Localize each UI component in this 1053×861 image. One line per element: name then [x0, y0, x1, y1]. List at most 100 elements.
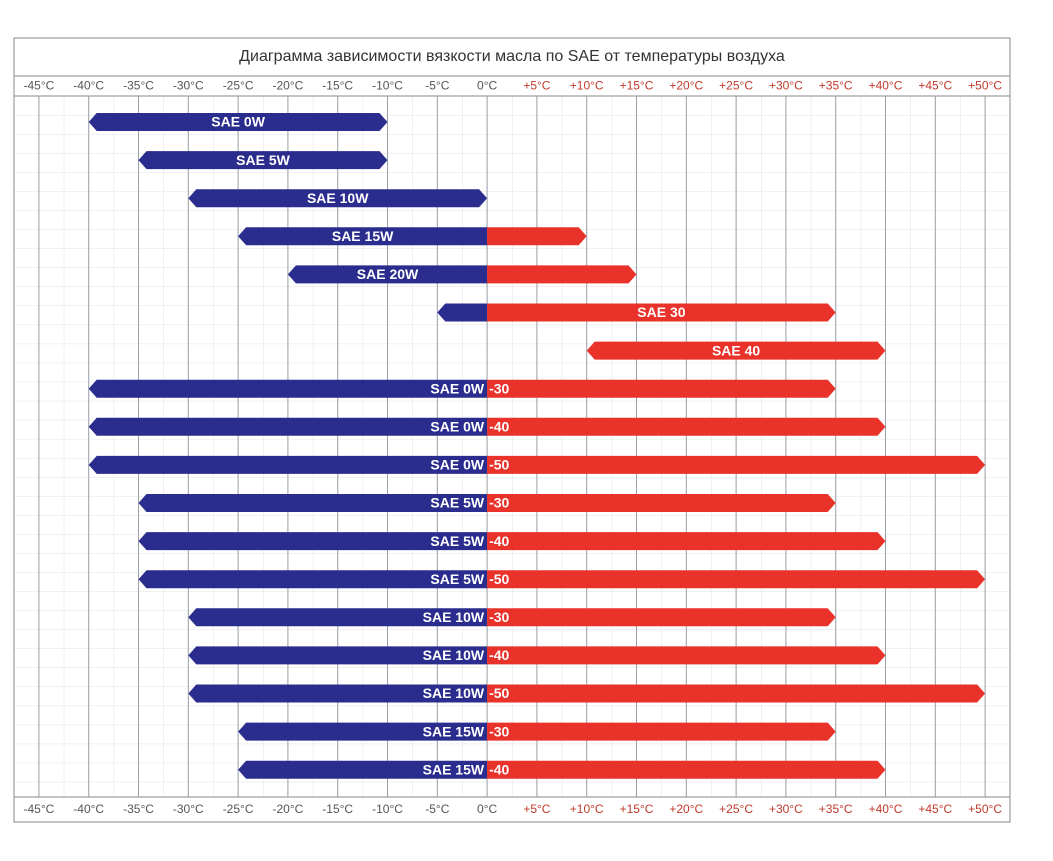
x-tick-label: -45°C	[23, 802, 54, 816]
bar-label: -50	[489, 571, 509, 587]
x-tick-label: +40°C	[869, 802, 903, 816]
bar-label: -50	[489, 685, 509, 701]
warm-bar	[487, 379, 836, 398]
cold-bar	[238, 760, 488, 779]
x-tick-label: +10°C	[570, 802, 604, 816]
x-tick-label: +30°C	[769, 79, 803, 93]
cold-bar	[188, 684, 488, 703]
cold-bar	[88, 455, 488, 474]
x-tick-label: +20°C	[669, 802, 703, 816]
x-tick-label: +25°C	[719, 802, 753, 816]
x-tick-label: 0°C	[477, 79, 497, 93]
x-tick-label: -40°C	[73, 802, 104, 816]
warm-bar	[487, 722, 836, 741]
minor-grid	[14, 96, 1010, 797]
warm-bar	[487, 646, 886, 665]
x-tick-label: -15°C	[322, 802, 353, 816]
cold-bar	[287, 265, 488, 284]
x-tick-label: +50°C	[968, 79, 1002, 93]
bar-label: SAE 15W	[332, 228, 394, 244]
x-tick-label: +25°C	[719, 79, 753, 93]
x-tick-label: +15°C	[620, 802, 654, 816]
warm-bar	[487, 303, 836, 322]
warm-bar	[487, 494, 836, 512]
bar-label: -30	[489, 495, 509, 511]
cold-bar	[138, 570, 488, 589]
x-tick-label: -10°C	[372, 79, 403, 93]
x-tick-label: -30°C	[173, 79, 204, 93]
bar-label: -40	[489, 419, 509, 435]
cold-bar	[88, 379, 488, 398]
x-tick-label: +50°C	[968, 802, 1002, 816]
cold-bar	[238, 722, 488, 741]
warm-bar	[487, 265, 637, 284]
x-tick-label: -20°C	[272, 79, 303, 93]
warm-bar	[487, 684, 986, 703]
cold-bar	[138, 532, 488, 551]
warm-bar	[487, 417, 886, 436]
x-tick-label: -15°C	[322, 79, 353, 93]
frame	[13, 37, 1011, 823]
x-tick-label: +20°C	[669, 79, 703, 93]
x-tick-label: -35°C	[123, 802, 154, 816]
bar-label: SAE 0W	[430, 419, 484, 435]
warm-bar	[487, 455, 986, 474]
x-tick-label: -25°C	[223, 79, 254, 93]
bar-label: -30	[489, 380, 509, 396]
bar-label: -30	[489, 723, 509, 739]
warm-bar	[487, 608, 836, 627]
bar-label: SAE 5W	[430, 495, 484, 511]
bar-label: SAE 0W	[430, 380, 484, 396]
x-tick-label: +10°C	[570, 79, 604, 93]
cold-bar	[188, 189, 488, 208]
bar-label: SAE 40	[712, 342, 760, 358]
warm-bar	[487, 760, 886, 779]
cold-bar	[188, 608, 488, 627]
x-tick-label: -20°C	[272, 802, 303, 816]
x-tick-label: +5°C	[523, 79, 550, 93]
bar-label: SAE 5W	[430, 571, 484, 587]
bar-label: SAE 5W	[236, 152, 290, 168]
chart-title: Диаграмма зависимости вязкости масла по …	[239, 48, 785, 65]
cold-bar	[88, 417, 488, 436]
bar-label: SAE 10W	[307, 190, 369, 206]
bar-label: SAE 10W	[423, 609, 485, 625]
bar-label: SAE 0W	[430, 457, 484, 473]
x-tick-label: +45°C	[918, 79, 952, 93]
x-tick-label: +5°C	[523, 802, 550, 816]
x-tick-label: +15°C	[620, 79, 654, 93]
bar-label: -30	[489, 609, 509, 625]
cold-bar	[138, 494, 488, 512]
bar-label: -40	[489, 761, 509, 777]
bar-label: SAE 15W	[423, 761, 485, 777]
bar-label: SAE 10W	[423, 647, 485, 663]
bar-label: SAE 5W	[430, 533, 484, 549]
x-tick-label: +40°C	[869, 79, 903, 93]
warm-bar	[586, 341, 886, 360]
x-tick-label: +35°C	[819, 802, 853, 816]
bar-label: -50	[489, 457, 509, 473]
x-tick-label: +35°C	[819, 79, 853, 93]
bar-label: SAE 20W	[357, 266, 419, 282]
cold-bar	[188, 646, 488, 665]
warm-bar	[487, 227, 587, 246]
warm-bar	[487, 570, 986, 589]
x-tick-label: +30°C	[769, 802, 803, 816]
bar-label: -40	[489, 647, 509, 663]
x-tick-label: -5°C	[425, 79, 449, 93]
x-tick-label: -5°C	[425, 802, 449, 816]
bar-label: SAE 10W	[423, 685, 485, 701]
bar-label: -40	[489, 533, 509, 549]
bar-label: SAE 30	[637, 304, 685, 320]
x-tick-label: -35°C	[123, 79, 154, 93]
cold-bar	[437, 303, 488, 322]
x-tick-label: 0°C	[477, 802, 497, 816]
bar-label: SAE 0W	[211, 114, 265, 130]
x-tick-label: -25°C	[223, 802, 254, 816]
x-tick-label: -45°C	[23, 79, 54, 93]
warm-bar	[487, 532, 886, 551]
x-tick-label: +45°C	[918, 802, 952, 816]
cold-bar	[138, 151, 388, 170]
